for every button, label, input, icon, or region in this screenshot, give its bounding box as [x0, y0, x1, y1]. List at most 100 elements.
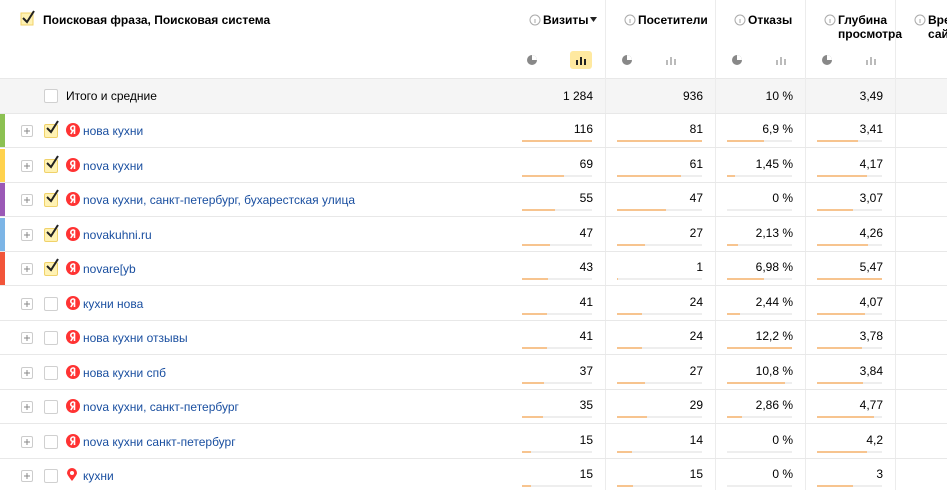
- value-bar: [817, 312, 866, 315]
- expand-button[interactable]: [21, 435, 33, 448]
- yandex-icon: [66, 192, 80, 206]
- check-mark: [46, 189, 59, 203]
- value-bar: [522, 347, 547, 349]
- expand-button[interactable]: [21, 332, 33, 344]
- row-checkbox[interactable]: [44, 469, 58, 483]
- column-title: Время на сайте: [928, 13, 947, 41]
- value-bar: [817, 174, 867, 177]
- bar-track: [727, 174, 792, 177]
- value-bar: [522, 485, 532, 487]
- row-checkbox[interactable]: [44, 296, 58, 311]
- phrase-link[interactable]: нова кухни: [83, 124, 144, 138]
- value-bar: [522, 381, 545, 384]
- phrase-link[interactable]: nova кухни, санкт-петербург, бухарестска…: [83, 193, 355, 207]
- phrase-link[interactable]: nova кухни, санкт-петербург: [83, 400, 239, 414]
- pie-view-toggle[interactable]: [526, 54, 538, 66]
- value-bar: [817, 243, 868, 246]
- expand-button[interactable]: [21, 263, 33, 275]
- row-checkbox[interactable]: [44, 331, 58, 345]
- row-checkbox[interactable]: [44, 365, 58, 380]
- metric-value: 4,2: [866, 432, 883, 447]
- expand-button[interactable]: [21, 470, 33, 482]
- value-bar: [617, 174, 681, 177]
- expand-button[interactable]: [21, 194, 33, 206]
- plus-sign: [24, 438, 30, 445]
- metric-value: 1: [696, 260, 703, 274]
- yandex-icon: [66, 295, 80, 310]
- bar-track: [617, 312, 702, 315]
- dimension-title: Поисковая фраза, Поисковая система: [43, 13, 271, 27]
- expand-button[interactable]: [21, 366, 33, 379]
- value-bar: [522, 243, 551, 246]
- row-checkbox[interactable]: [44, 400, 58, 414]
- sort-arrow[interactable]: [590, 16, 598, 24]
- yandex-icon: [66, 399, 80, 413]
- divider: [0, 250, 947, 252]
- bar-track: [727, 209, 792, 211]
- phrase-link[interactable]: кухни нова: [83, 296, 144, 311]
- divider: [0, 285, 947, 286]
- expand-button[interactable]: [21, 401, 33, 413]
- yandex-icon: [66, 433, 80, 448]
- expand-button[interactable]: [21, 125, 33, 137]
- phrase-link[interactable]: нова кухни спб: [83, 365, 166, 380]
- pie-view-toggle[interactable]: [821, 54, 833, 66]
- plus-sign: [24, 473, 30, 479]
- metric-value: 15: [689, 467, 703, 481]
- row-color-stripe: [0, 183, 5, 216]
- divider: [0, 423, 947, 424]
- bar-track: [522, 312, 592, 315]
- pie-view-toggle[interactable]: [621, 54, 633, 66]
- value-bar: [727, 347, 792, 349]
- bar-track: [617, 243, 702, 246]
- metric-value: 15: [579, 467, 593, 481]
- metric-value: 0 %: [772, 191, 793, 205]
- metric-value: 35: [579, 398, 593, 412]
- phrase-link[interactable]: кухни: [83, 469, 114, 483]
- divider: [0, 319, 947, 321]
- yandex-icon: [66, 330, 80, 344]
- divider: [0, 78, 947, 79]
- phrase-link[interactable]: nova кухни: [83, 158, 144, 173]
- expand-button[interactable]: [21, 159, 33, 172]
- row-checkbox[interactable]: [44, 434, 58, 449]
- yandex-icon: [66, 226, 80, 241]
- value-bar: [617, 312, 643, 315]
- expand-button[interactable]: [21, 297, 33, 310]
- phrase-link[interactable]: nova кухни санкт-петербург: [83, 434, 236, 449]
- value-bar: [617, 140, 702, 142]
- phrase-link[interactable]: novare[yb: [83, 262, 136, 276]
- phrase-link[interactable]: novakuhni.ru: [83, 227, 152, 242]
- phrase-link[interactable]: нова кухни отзывы: [83, 331, 188, 345]
- metric-value: 12,2 %: [755, 329, 793, 343]
- value-bar: [817, 381, 863, 384]
- metric-value: 5,47: [859, 260, 883, 274]
- yandex-icon: [66, 261, 80, 275]
- metric-value: 41: [579, 294, 593, 309]
- expand-button[interactable]: [21, 228, 33, 241]
- totals-bg: [0, 79, 947, 113]
- info-icon: [734, 14, 746, 26]
- bar-track: [522, 485, 592, 487]
- plus-sign: [24, 404, 30, 410]
- bar-view-toggle[interactable]: [575, 54, 587, 66]
- column-divider: [715, 0, 716, 490]
- row-color-stripe: [0, 114, 5, 147]
- bar-track: [522, 209, 592, 211]
- totals-checkbox[interactable]: [44, 89, 58, 103]
- bar-track: [727, 312, 792, 315]
- bar-view-toggle[interactable]: [665, 54, 677, 66]
- bar-track: [617, 450, 702, 453]
- bar-view-toggle[interactable]: [775, 54, 787, 66]
- metric-value: 37: [579, 363, 593, 378]
- value-bar: [817, 347, 862, 349]
- metric-value: 14: [689, 432, 703, 447]
- pie-view-toggle[interactable]: [731, 54, 743, 66]
- metric-value: 69: [579, 156, 593, 171]
- totals-value: 3,49: [859, 89, 883, 103]
- bar-track: [727, 450, 792, 453]
- plus-sign: [24, 266, 30, 272]
- header-checkbox[interactable]: [20, 10, 36, 26]
- bar-view-toggle[interactable]: [865, 54, 877, 66]
- value-bar: [617, 278, 619, 280]
